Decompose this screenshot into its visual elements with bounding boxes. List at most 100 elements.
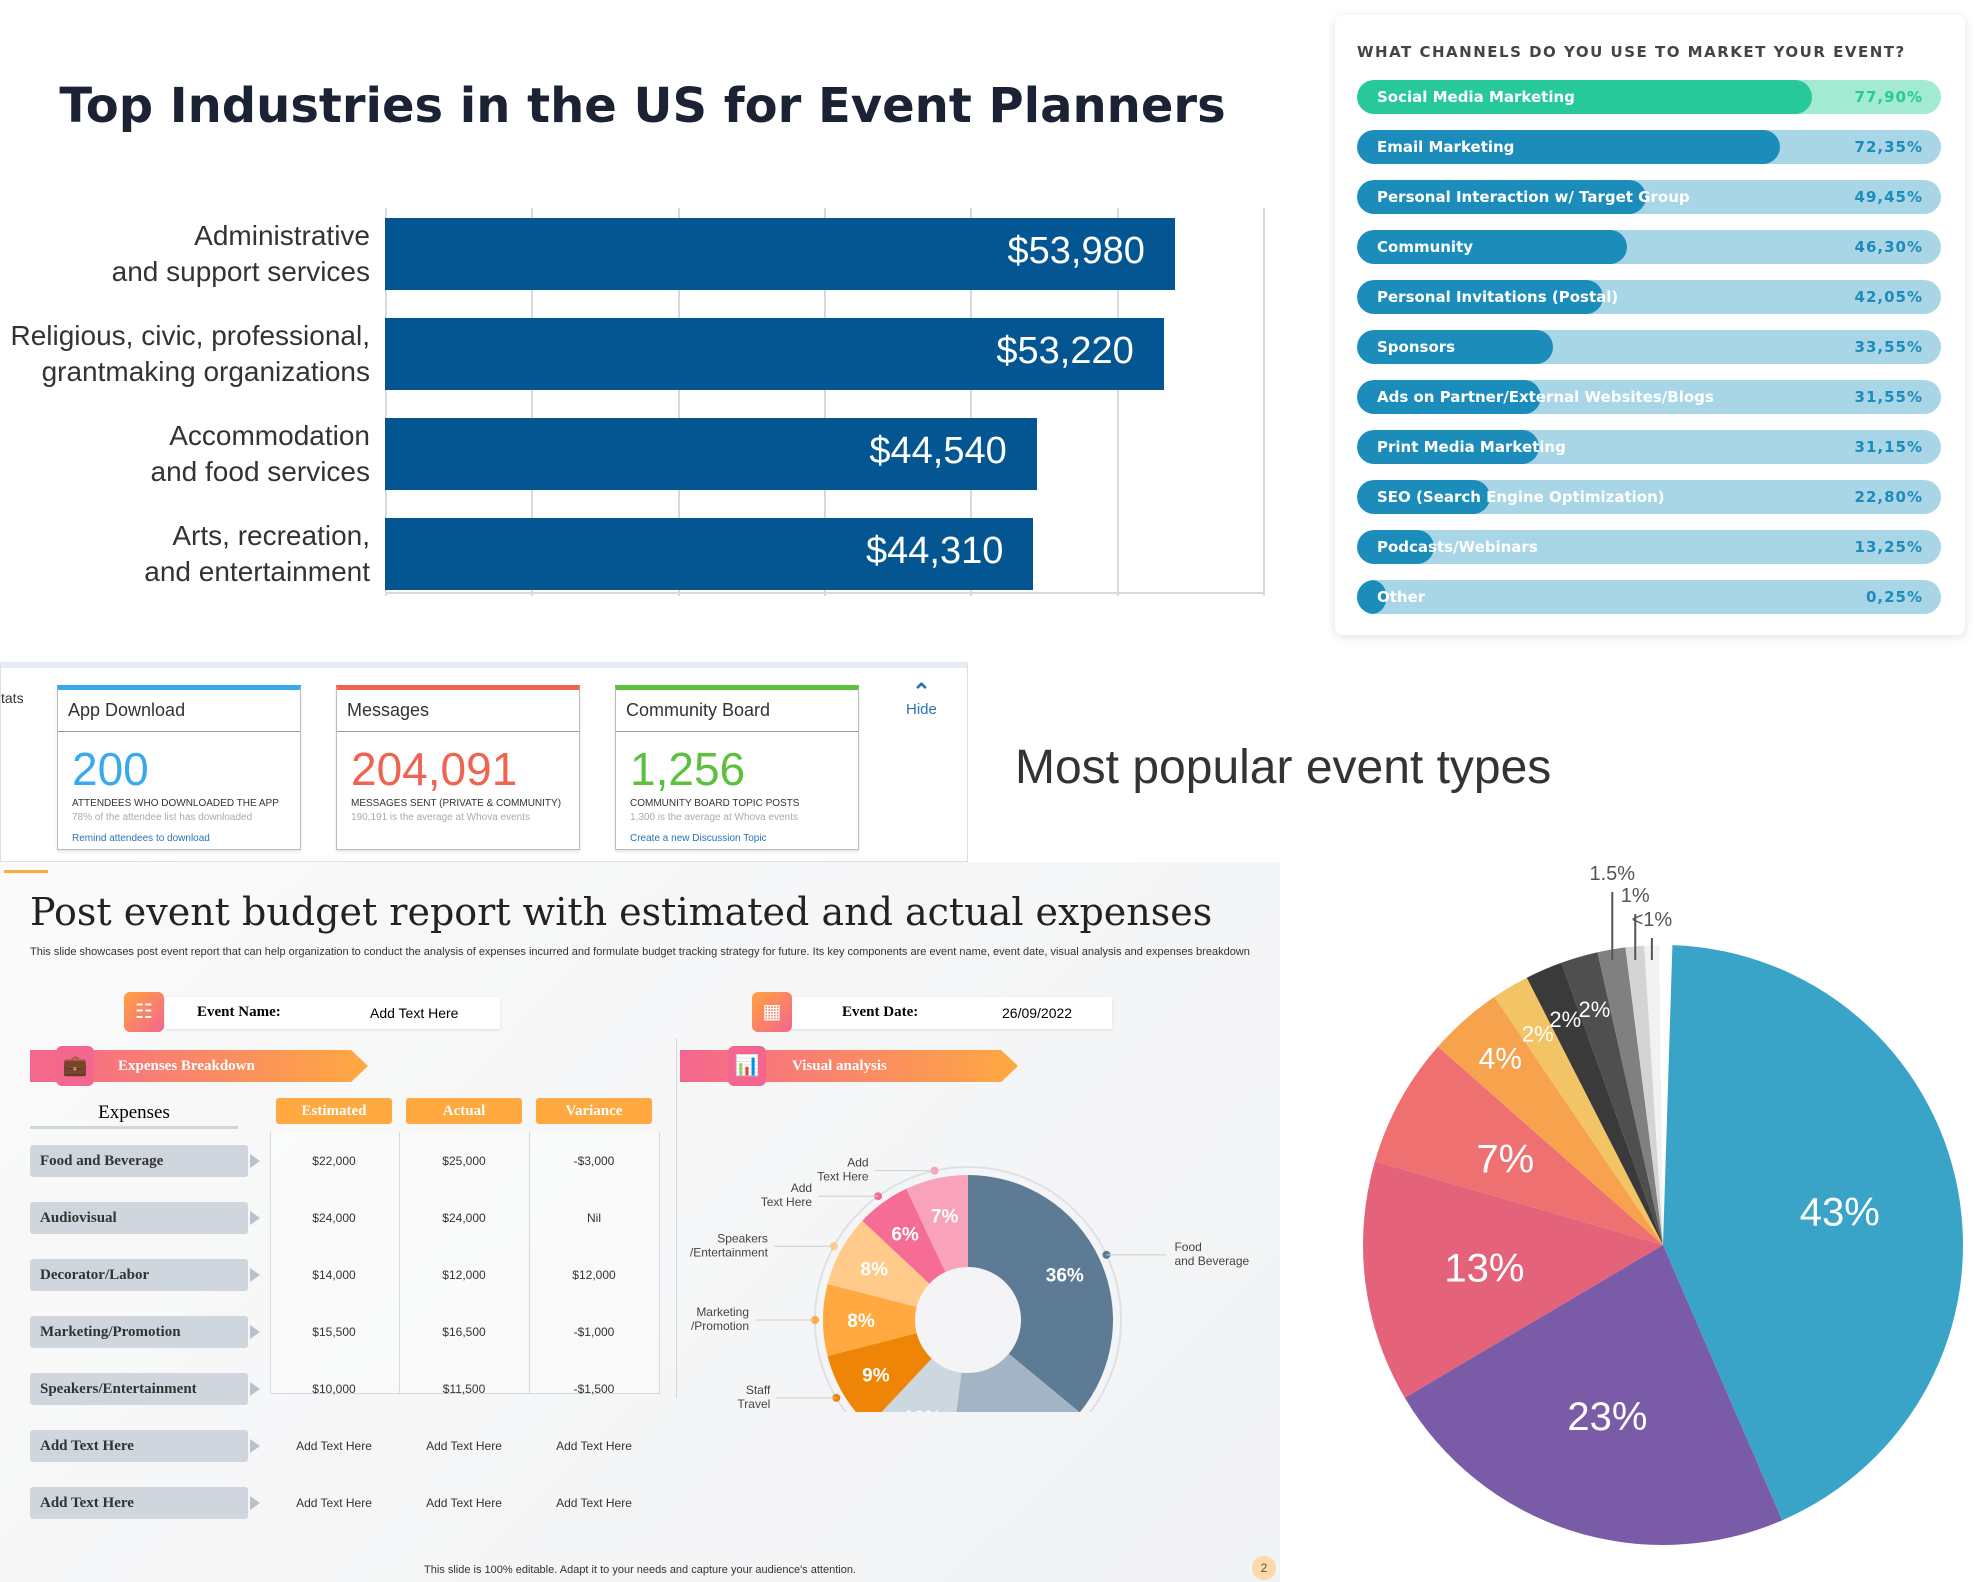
pie-slice-label: 2% [1522, 1021, 1554, 1046]
channel-bar-fill [1357, 580, 1387, 614]
expenses-header: Expenses [30, 1102, 238, 1129]
page-number: 2 [1252, 1556, 1276, 1580]
budget-slide: Post event budget report with estimated … [0, 862, 1280, 1582]
pie-slice [1597, 947, 1663, 1245]
channel-bar-fill [1357, 280, 1603, 314]
donut-slice-label: 6% [891, 1224, 919, 1245]
donut-category-label: Marketing/Promotion [691, 1305, 749, 1333]
pie-slice [1644, 945, 1663, 1245]
table-cell: $12,000 [572, 1268, 616, 1282]
donut-slice [827, 1333, 932, 1412]
calendar-icon: ▦ [752, 992, 792, 1032]
channel-bar: Print Media Marketing 31,15% [1357, 430, 1941, 464]
stats-label: tats [1, 690, 24, 706]
bar-value-label: $44,310 [866, 530, 1004, 572]
slide-subtitle: This slide showcases post event report t… [30, 946, 1250, 958]
gridline [531, 208, 534, 596]
donut-slice-label: 8% [847, 1311, 875, 1332]
card-subtext: 78% of the attendee list has downloaded [72, 812, 253, 823]
donut-category-label: Staff Travel [737, 1383, 771, 1411]
channel-value: 49,45% [1854, 188, 1923, 206]
table-cell: Add Text Here [426, 1496, 502, 1510]
chevron-up-icon: ⌃ [912, 679, 931, 704]
card-number: 200 [72, 743, 149, 795]
card-subtext: 190,191 is the average at Whova events [351, 812, 531, 823]
estimated-header: Estimated [276, 1098, 392, 1124]
channel-bar: Personal Interaction w/ Target Group 49,4… [1357, 180, 1941, 214]
channel-label: Ads on Partner/External Websites/Blogs [1377, 388, 1714, 406]
channels-panel: WHAT CHANNELS DO YOU USE TO MARKET YOUR … [1335, 15, 1965, 635]
expense-row-label: Marketing/Promotion [30, 1316, 260, 1348]
card-link[interactable]: Remind attendees to download [72, 833, 210, 844]
table-cell: $16,500 [442, 1325, 486, 1339]
donut-category-label: Add Text Here [761, 1181, 813, 1209]
channel-label: Other [1377, 588, 1426, 606]
donut-slice [968, 1175, 1113, 1412]
pie-slice-label: 1% [1621, 885, 1650, 907]
pie-slice-label: 7% [1476, 1137, 1534, 1181]
channel-bar-fill [1357, 80, 1812, 114]
pie-slice-label: 13% [1444, 1247, 1524, 1291]
card-link[interactable]: Create a new Discussion Topic [630, 833, 767, 844]
expense-row-label: Add Text Here [30, 1487, 260, 1519]
table-cell: Add Text Here [296, 1496, 372, 1510]
pie-slice-label: 2% [1578, 997, 1610, 1022]
channel-value: 46,30% [1854, 238, 1923, 256]
donut-slice-label: 36% [1046, 1265, 1084, 1286]
donut-slice-label: 9% [862, 1365, 890, 1386]
donut-slice [956, 1353, 1080, 1412]
channel-bar-fill [1357, 380, 1542, 414]
card-title: Community Board [616, 690, 858, 732]
briefcase-icon: 💼 [56, 1046, 94, 1086]
gridline [677, 208, 680, 596]
donut-category-label: Speakers/Entertainment [690, 1231, 769, 1259]
stat-card: Community Board 1,256 COMMUNITY BOARD TOPI… [615, 685, 859, 850]
card-description: ATTENDEES WHO DOWNLOADED THE APP [72, 798, 279, 809]
stat-card: Messages 204,091 MESSAGES SENT (PRIVATE & … [336, 685, 580, 850]
channel-bar: Personal Invitations (Postal) 42,05% [1357, 280, 1941, 314]
pie-slice [1363, 1161, 1663, 1398]
donut-slice-label: 8% [861, 1259, 889, 1280]
table-cell: Add Text Here [556, 1496, 632, 1510]
channel-bar: Social Media Marketing 77,90% [1357, 80, 1941, 114]
bar: $53,980 [385, 218, 1175, 290]
channel-value: 0,25% [1865, 588, 1923, 606]
slide-title: Post event budget report with estimated … [30, 890, 1213, 934]
event-date-value[interactable]: 26/09/2022 [1002, 1005, 1073, 1021]
bar-category-label: Arts, recreation, and entertainment [144, 520, 370, 587]
donut-category-label: Add Text Here [817, 1156, 869, 1184]
expense-row-label: Add Text Here [30, 1430, 260, 1462]
donut-category-label: Food and Beverage [1174, 1240, 1249, 1268]
table-cell: $25,000 [442, 1154, 486, 1168]
donut-slice-label: 7% [931, 1207, 959, 1228]
channel-label: Personal Interaction w/ Target Group [1377, 188, 1690, 206]
card-title: App Download [58, 690, 300, 732]
table-cell: -$1,000 [573, 1325, 615, 1339]
table-cell: Add Text Here [426, 1439, 502, 1453]
table-cell: Add Text Here [296, 1439, 372, 1453]
hide-button[interactable]: ⌃ Hide [906, 679, 937, 719]
pie-slice-label: 2% [1549, 1007, 1581, 1032]
donut-slice [823, 1283, 917, 1357]
stats-panel: tats App Download 200 ATTENDEES WHO DOWNLO… [0, 662, 968, 862]
event-name-value[interactable]: Add Text Here [370, 1005, 459, 1021]
gridline [970, 208, 973, 596]
channel-value: 22,80% [1854, 488, 1923, 506]
table-cell: Nil [587, 1211, 601, 1225]
donut-slice [906, 1175, 968, 1273]
table-cell: $22,000 [312, 1154, 356, 1168]
channel-bar: Community 46,30% [1357, 230, 1941, 264]
donut-slice-label: 16% [988, 1410, 1026, 1412]
event-name-box: Event Name: Add Text Here [165, 997, 500, 1029]
actual-header: Actual [406, 1098, 522, 1124]
donut-slice [862, 1188, 946, 1284]
bar-value-label: $44,540 [869, 430, 1007, 472]
channel-label: Email Marketing [1377, 138, 1515, 156]
pie-slice [1526, 962, 1663, 1245]
card-description: COMMUNITY BOARD TOPIC POSTS [630, 798, 800, 809]
pie-chart: 43%23%13%7%4%2%2%2%1.5%1%<1% [1363, 863, 1964, 1545]
pie-slice [1561, 952, 1663, 1245]
channel-bar-fill [1357, 480, 1491, 514]
channel-bar: Podcasts/Webinars 13,25% [1357, 530, 1941, 564]
